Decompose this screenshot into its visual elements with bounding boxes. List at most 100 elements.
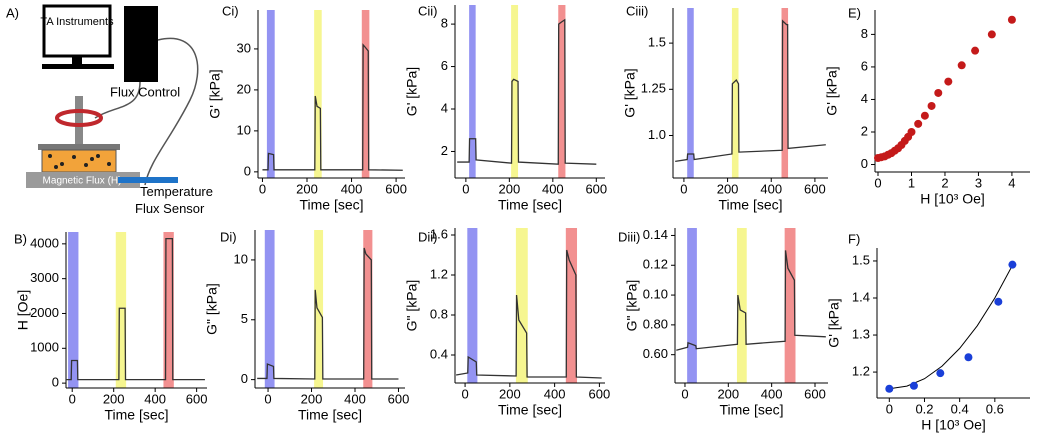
y-tick-label: 6 <box>441 58 448 73</box>
data-point <box>994 297 1003 306</box>
data-point <box>934 88 943 97</box>
y-tick-label: 1.2 <box>852 364 870 379</box>
highlight-band <box>731 8 739 178</box>
x-axis-title: Time [sec] <box>298 407 362 423</box>
y-tick-label: 10 <box>237 122 251 137</box>
x-tick-label: 0.4 <box>951 401 969 416</box>
x-tick-label: 0 <box>874 175 881 190</box>
data-line <box>257 247 399 380</box>
y-tick-label: 0.14 <box>643 227 668 242</box>
y-tick-label: 4 <box>861 91 868 106</box>
x-tick-label: 0 <box>886 401 893 416</box>
chart: Ciii) 0 200 400 600 1.0 1.25 1.5 Time [sec] G' [k… <box>622 3 828 213</box>
base <box>26 172 140 188</box>
highlight-band <box>467 228 478 383</box>
y-axis-title: G" [kPa] <box>624 280 640 332</box>
panel-label: Ci) <box>222 3 239 18</box>
x-tick-label: 1 <box>908 175 915 190</box>
y-axis-title: G' [kPa] <box>207 69 223 118</box>
chart: Diii) 0 200 400 600 0.60 0.80 0.10 0.12 0.14 Time … <box>618 227 828 418</box>
y-tick-label: 8 <box>861 26 868 41</box>
data-line <box>456 249 602 379</box>
x-tick-label: 200 <box>717 181 739 196</box>
y-tick-label: 1.25 <box>641 81 666 96</box>
x-tick-label: 600 <box>186 391 208 406</box>
y-tick-label: 1.2 <box>430 266 448 281</box>
panel-label: Ciii) <box>626 3 648 18</box>
y-axis-title: G" [kPa] <box>204 283 220 335</box>
x-tick-label: 200 <box>301 391 323 406</box>
plate <box>38 144 120 150</box>
y-axis-title: G' [kPa] <box>404 67 420 116</box>
data-line <box>675 19 826 163</box>
panel-label: B) <box>14 231 27 246</box>
x-tick-label: 0 <box>680 181 687 196</box>
keyboard <box>42 64 114 69</box>
sample <box>41 149 117 173</box>
data-point <box>914 119 923 128</box>
y-tick-label: 1.4 <box>852 289 870 304</box>
x-tick-label: 400 <box>341 181 363 196</box>
monitor <box>42 4 112 58</box>
x-tick-label: 600 <box>804 181 826 196</box>
data-point <box>885 384 894 393</box>
highlight-band <box>784 228 796 383</box>
data-point <box>920 111 929 120</box>
highlight-band <box>264 230 275 388</box>
highlight-band <box>314 10 322 178</box>
sensor-label: Temperature Flux Sensor <box>135 184 213 216</box>
y-tick-label: 2 <box>861 123 868 138</box>
x-tick-label: 0 <box>461 386 468 401</box>
y-tick-label: 1.5 <box>852 252 870 267</box>
chart: E) 0 1 2 3 4 0 2 4 6 8 H [10³ Oe] G' [kPa] <box>824 5 1030 207</box>
y-tick-label: 0.4 <box>430 346 448 361</box>
y-tick-label: 1000 <box>30 340 59 355</box>
y-tick-label: 0.60 <box>643 346 668 361</box>
x-tick-label: 200 <box>499 386 521 401</box>
panel-label: A) <box>6 5 19 20</box>
x-tick-label: 4 <box>1008 175 1015 190</box>
x-tick-label: 3 <box>975 175 982 190</box>
highlight-band <box>565 228 578 383</box>
y-tick-label: 1.6 <box>430 226 448 241</box>
x-axis-title: Time [sec] <box>718 197 782 213</box>
y-tick-label: 0 <box>241 371 248 386</box>
x-tick-label: 400 <box>344 391 366 406</box>
monitor-stand <box>72 56 82 64</box>
x-tick-label: 200 <box>717 386 739 401</box>
particles <box>48 154 111 169</box>
y-tick-label: 20 <box>237 81 251 96</box>
cable <box>144 37 199 186</box>
y-axis-title: G' [kPa] <box>622 68 638 117</box>
x-tick-label: 0 <box>681 386 688 401</box>
y-tick-label: 0.8 <box>430 306 448 321</box>
x-tick-label: 400 <box>760 181 782 196</box>
x-tick-label: 0 <box>69 391 76 406</box>
shaft <box>75 96 83 144</box>
x-tick-label: 200 <box>498 181 520 196</box>
sensor-label: Temperature Flux Sensor <box>135 184 213 216</box>
y-axis-title: G' [kPa] <box>826 298 842 347</box>
x-axis-title: Time [sec] <box>104 407 168 423</box>
highlight-band <box>68 232 79 388</box>
y-tick-label: 4000 <box>30 235 59 250</box>
x-axis-title: H [10³ Oe] <box>921 417 986 433</box>
x-axis-title: Time [sec] <box>498 402 562 418</box>
data-line <box>676 250 826 351</box>
x-tick-label: 600 <box>388 391 410 406</box>
x-tick-label: 0 <box>259 181 266 196</box>
chart: Cii) 0 200 400 600 2 4 6 8 Time [sec] G' [kPa] <box>404 3 607 212</box>
panel-label: Di) <box>220 229 237 244</box>
y-tick-label: 6 <box>861 58 868 73</box>
panel-label: Dii) <box>418 229 438 244</box>
base-label: Magnetic Flux (H) <box>43 176 122 187</box>
y-tick-label: 0.10 <box>643 287 668 302</box>
highlight-band <box>361 10 370 178</box>
y-tick-label: 0.12 <box>643 257 668 272</box>
data-point <box>927 101 936 110</box>
sensor <box>118 177 178 183</box>
y-tick-label: 3000 <box>30 270 59 285</box>
y-axis-title: G" [kPa] <box>404 280 420 332</box>
y-tick-label: 2 <box>441 143 448 158</box>
